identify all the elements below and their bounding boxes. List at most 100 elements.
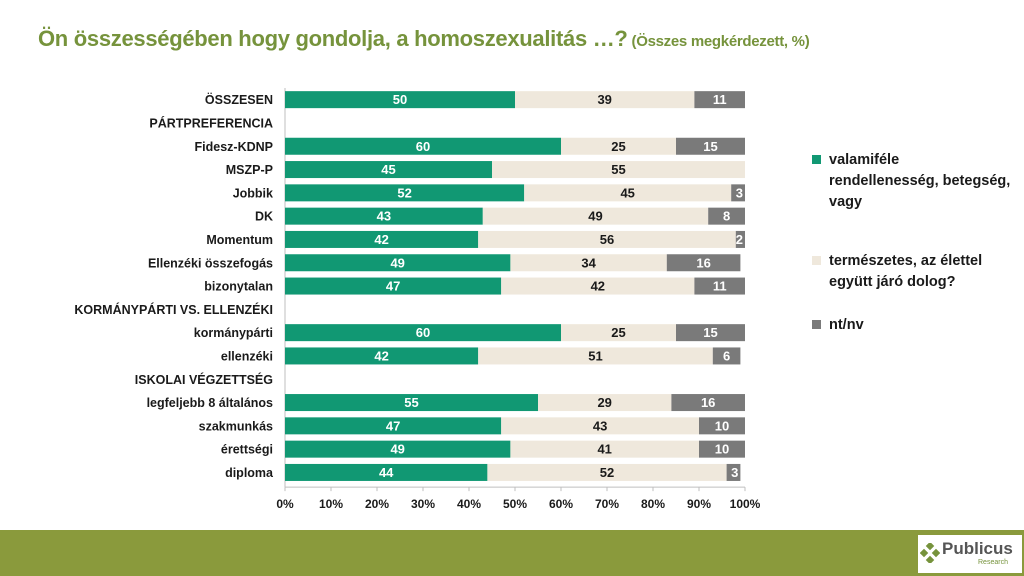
- bar-segment-ellenzeki-s2: [712, 347, 741, 365]
- bar-value-label-momentum-s2: 2: [736, 232, 743, 247]
- bar-segment-osszesen-s0: [285, 91, 515, 109]
- bar-segment-dk-s0: [285, 207, 483, 225]
- category-label-dk: DK: [255, 210, 273, 224]
- bar-segment-bizonytalan-s2: [694, 277, 745, 295]
- bar-segment-ellenzeki-s0: [285, 347, 479, 365]
- legend: valamiféle rendellenesség, betegség, vag…: [812, 150, 1012, 358]
- x-tick-label: 10%: [319, 497, 343, 511]
- category-label-fidesz-kdnp: Fidesz-KDNP: [195, 140, 273, 154]
- bar-value-label-legfeljebb-8-altalanos-s1: 29: [597, 395, 611, 410]
- bar-segment-fidesz-kdnp-s0: [285, 137, 561, 155]
- bar-segment-momentum-s0: [285, 230, 479, 248]
- category-label-szakmunkas: szakmunkás: [199, 419, 273, 433]
- category-label-ellenzeki: ellenzéki: [221, 349, 273, 363]
- bar-value-label-osszesen-s2: 11: [713, 92, 727, 107]
- bar-value-label-bizonytalan-s1: 42: [591, 279, 605, 294]
- publicus-logo-icon: [920, 543, 940, 563]
- bar-segment-szakmunkas-s0: [285, 417, 502, 435]
- bar-segment-szakmunkas-s1: [501, 417, 699, 435]
- bar-value-label-kormanyparti-s0: 60: [416, 325, 430, 340]
- bar-segment-erettsegi-s2: [699, 440, 745, 458]
- bar-value-label-fidesz-kdnp-s1: 25: [611, 139, 625, 154]
- x-tick-label: 60%: [549, 497, 573, 511]
- bar-value-label-szakmunkas-s2: 10: [715, 418, 729, 433]
- category-label-bizonytalan: bizonytalan: [204, 280, 273, 294]
- x-tick-label: 50%: [503, 497, 527, 511]
- bar-value-label-diploma-s0: 44: [379, 465, 394, 480]
- category-label-partpreferencia: PÁRTPREFERENCIA: [149, 115, 273, 130]
- bar-value-label-osszesen-s1: 39: [597, 92, 611, 107]
- category-label-mszp-p: MSZP-P: [226, 163, 273, 177]
- bar-value-label-ellenzeki-osszefogas-s1: 34: [581, 255, 596, 270]
- chart-title: Ön összességében hogy gondolja, a homosz…: [38, 26, 810, 52]
- bar-segment-ellenzeki-osszefogas-s1: [510, 254, 667, 272]
- legend-item-termeszetes: természetes, az élettel együtt járó dolo…: [812, 251, 1012, 293]
- bar-value-label-dk-s1: 49: [588, 209, 602, 224]
- bar-value-label-jobbik-s1: 45: [620, 185, 634, 200]
- bar-segment-ellenzeki-osszefogas-s2: [666, 254, 741, 272]
- bar-segment-jobbik-s1: [524, 184, 732, 202]
- bar-segment-momentum-s1: [478, 230, 736, 248]
- bar-segment-dk-s1: [482, 207, 709, 225]
- bar-value-label-szakmunkas-s1: 43: [593, 418, 607, 433]
- legend-swatch-rendellenesseg: [812, 155, 821, 164]
- bar-segment-diploma-s1: [487, 463, 727, 481]
- category-label-ellenzeki-osszefogas: Ellenzéki összefogás: [148, 256, 273, 270]
- legend-swatch-termeszetes: [812, 256, 821, 265]
- category-label-osszesen: ÖSSZESEN: [205, 92, 273, 107]
- bar-segment-erettsegi-s1: [510, 440, 699, 458]
- bar-segment-osszesen-s2: [694, 91, 745, 109]
- bar-segment-legfeljebb-8-altalanos-s1: [538, 394, 672, 412]
- bar-value-label-ellenzeki-osszefogas-s0: 49: [390, 255, 404, 270]
- bar-segment-diploma-s0: [285, 463, 488, 481]
- bar-value-label-diploma-s1: 52: [600, 465, 614, 480]
- publicus-logo: Publicus Research: [918, 535, 1022, 573]
- bar-segment-momentum-s2: [735, 230, 745, 248]
- category-label-kormanyparti: kormánypárti: [194, 326, 273, 340]
- bar-value-label-legfeljebb-8-altalanos-s2: 16: [701, 395, 715, 410]
- legend-label-rendellenesseg: valamiféle rendellenesség, betegség, vag…: [829, 152, 1011, 210]
- publicus-logo-name: Publicus: [942, 539, 1013, 558]
- bar-segment-ellenzeki-s1: [478, 347, 713, 365]
- x-tick-label: 70%: [595, 497, 619, 511]
- bar-segment-szakmunkas-s2: [699, 417, 745, 435]
- bar-value-label-erettsegi-s2: 10: [715, 442, 729, 457]
- legend-item-rendellenesseg: valamiféle rendellenesség, betegség, vag…: [812, 150, 1012, 213]
- bar-value-label-legfeljebb-8-altalanos-s0: 55: [404, 395, 418, 410]
- bar-value-label-momentum-s1: 56: [600, 232, 614, 247]
- bar-segment-bizonytalan-s0: [285, 277, 502, 295]
- bar-segment-fidesz-kdnp-s2: [676, 137, 745, 155]
- title-main: Ön összességében hogy gondolja, a homosz…: [38, 26, 628, 51]
- bar-segment-erettsegi-s0: [285, 440, 511, 458]
- bar-value-label-ellenzeki-s1: 51: [588, 348, 602, 363]
- publicus-logo-sub: Research: [978, 559, 1008, 566]
- bar-segment-kormanyparti-s0: [285, 324, 561, 342]
- bar-segment-kormanyparti-s1: [561, 324, 676, 342]
- category-label-erettsegi: érettségi: [221, 443, 273, 457]
- title-subtitle: (Összes megkérdezett, %): [631, 33, 810, 50]
- bar-segment-mszp-p-s0: [285, 161, 492, 179]
- x-tick-label: 80%: [641, 497, 665, 511]
- bar-value-label-fidesz-kdnp-s0: 60: [416, 139, 430, 154]
- legend-label-termeszetes: természetes, az élettel együtt járó dolo…: [829, 253, 983, 290]
- category-label-momentum: Momentum: [206, 233, 273, 247]
- bar-value-label-fidesz-kdnp-s2: 15: [703, 139, 717, 154]
- bar-value-label-erettsegi-s0: 49: [390, 442, 404, 457]
- bar-segment-legfeljebb-8-altalanos-s0: [285, 394, 538, 412]
- bar-segment-jobbik-s0: [285, 184, 525, 202]
- bar-segment-ellenzeki-osszefogas-s0: [285, 254, 511, 272]
- bar-value-label-diploma-s2: 3: [731, 465, 738, 480]
- bar-value-label-dk-s0: 43: [377, 209, 391, 224]
- category-label-iskolai-vegzettseg: ISKOLAI VÉGZETTSÉG: [135, 372, 273, 387]
- bar-segment-diploma-s2: [726, 463, 741, 481]
- category-label-diploma: diploma: [225, 466, 274, 480]
- bar-value-label-jobbik-s2: 3: [736, 185, 743, 200]
- bar-value-label-osszesen-s0: 50: [393, 92, 407, 107]
- x-tick-label: 0%: [276, 497, 294, 511]
- x-tick-label: 40%: [457, 497, 481, 511]
- bar-segment-osszesen-s1: [515, 91, 695, 109]
- bar-segment-mszp-p-s1: [492, 161, 745, 179]
- bar-value-label-momentum-s0: 42: [374, 232, 388, 247]
- bar-value-label-ellenzeki-s2: 6: [723, 348, 730, 363]
- bar-value-label-ellenzeki-s0: 42: [374, 348, 388, 363]
